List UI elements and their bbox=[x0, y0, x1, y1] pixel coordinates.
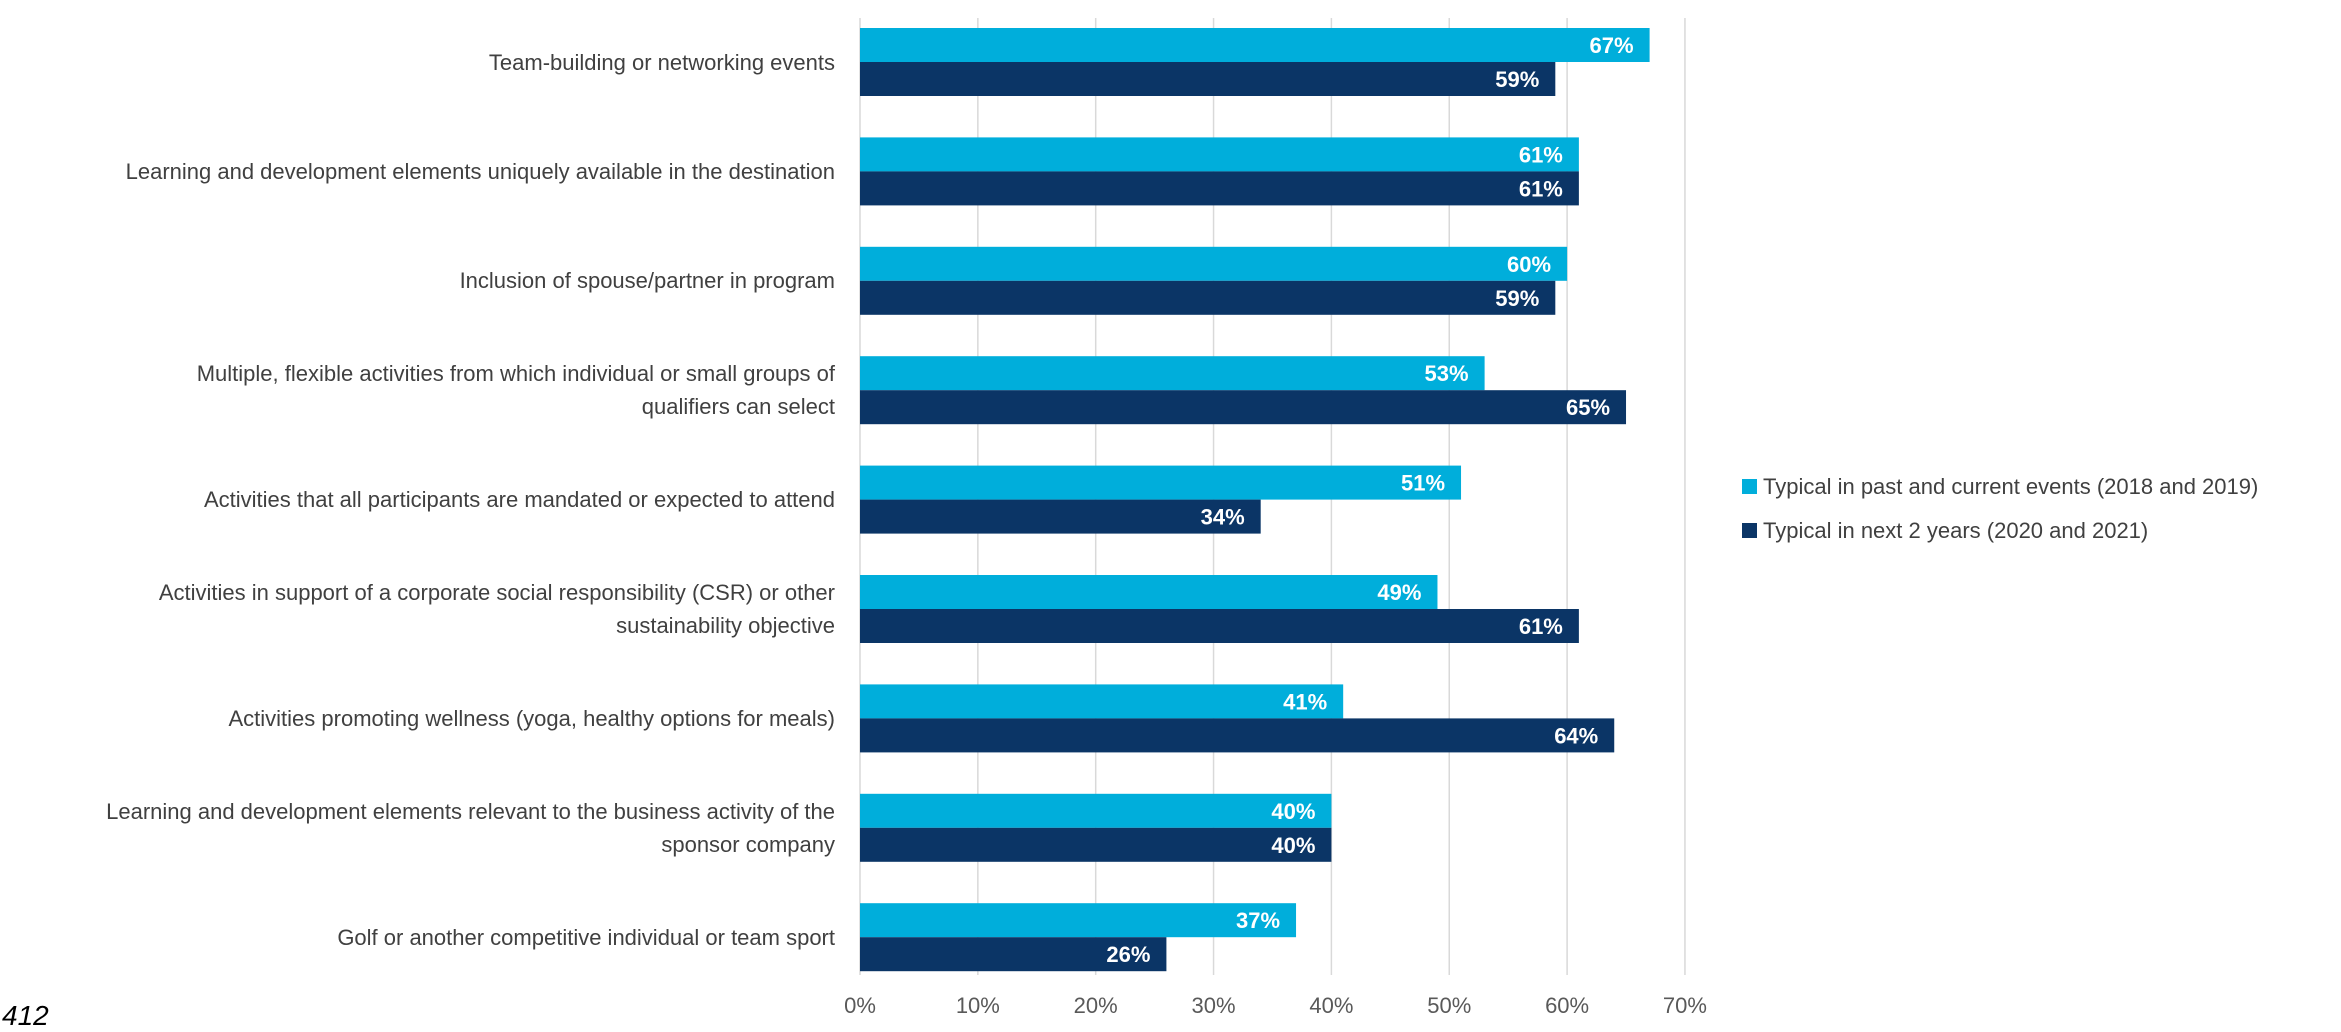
bar-value-label: 40% bbox=[1271, 833, 1315, 858]
category-label: Activities that all participants are man… bbox=[0, 483, 835, 516]
legend-item-next: Typical in next 2 years (2020 and 2021) bbox=[1742, 514, 2258, 547]
bar-past bbox=[860, 903, 1297, 938]
bars bbox=[860, 28, 1650, 972]
bar-next bbox=[860, 718, 1615, 753]
bar-value-label: 60% bbox=[1507, 252, 1551, 277]
bar-value-label: 41% bbox=[1283, 689, 1327, 714]
category-label-line: Golf or another competitive individual o… bbox=[337, 924, 835, 950]
category-label-line: Multiple, flexible activities from which… bbox=[196, 361, 835, 387]
x-tick-label: 10% bbox=[956, 993, 1000, 1018]
bar-value-label: 65% bbox=[1566, 395, 1610, 420]
x-axis-ticks: 0% 10% 20% 30% 40% 50% 60% 70% bbox=[844, 993, 1707, 1018]
bar-value-label: 61% bbox=[1519, 614, 1563, 639]
legend-label-past: Typical in past and current events (2018… bbox=[1763, 473, 2259, 499]
bar-past bbox=[860, 465, 1462, 500]
x-tick-label: 40% bbox=[1309, 993, 1353, 1018]
category-label-line: Learning and development elements releva… bbox=[106, 798, 835, 824]
bar-past bbox=[860, 356, 1485, 391]
bar-value-label: 34% bbox=[1201, 505, 1245, 530]
bar-past bbox=[860, 137, 1579, 172]
category-label: Team-building or networking events bbox=[0, 46, 835, 79]
bar-next bbox=[860, 609, 1579, 643]
legend-label-next: Typical in next 2 years (2020 and 2021) bbox=[1763, 517, 2149, 543]
legend: Typical in past and current events (2018… bbox=[1742, 470, 2258, 558]
category-label: Multiple, flexible activities from which… bbox=[0, 357, 835, 423]
category-label: Inclusion of spouse/partner in program bbox=[0, 264, 835, 297]
bar-value-label: 61% bbox=[1519, 176, 1563, 201]
bar-past bbox=[860, 793, 1332, 828]
category-label-line: Activities in support of a corporate soc… bbox=[158, 580, 835, 605]
category-label: Golf or another competitive individual o… bbox=[0, 921, 835, 954]
bar-value-label: 49% bbox=[1377, 580, 1421, 605]
category-label-line: sponsor company bbox=[661, 831, 835, 857]
category-label-line: Learning and development elements unique… bbox=[125, 158, 835, 184]
category-label-line: Activities that all participants are man… bbox=[203, 487, 835, 513]
x-tick-label: 60% bbox=[1545, 993, 1589, 1018]
page-number: 412 bbox=[2, 1000, 49, 1031]
bar-past bbox=[860, 246, 1568, 281]
category-label-line: qualifiers can select bbox=[641, 394, 835, 420]
category-label-line: Activities promoting wellness (yoga, hea… bbox=[228, 705, 836, 731]
bar-value-label: 67% bbox=[1590, 33, 1634, 58]
bar-value-label: 53% bbox=[1425, 361, 1469, 386]
bar-value-label: 59% bbox=[1495, 286, 1539, 311]
bar-next bbox=[860, 280, 1556, 315]
bar-next bbox=[860, 62, 1556, 96]
bar-value-label: 64% bbox=[1554, 723, 1598, 748]
bar-past bbox=[860, 684, 1344, 719]
bar-next bbox=[860, 937, 1167, 972]
category-label: Activities promoting wellness (yoga, hea… bbox=[0, 702, 836, 735]
category-label-line: Inclusion of spouse/partner in program bbox=[459, 268, 835, 294]
bar-past bbox=[860, 28, 1650, 62]
legend-swatch-past bbox=[1742, 479, 1757, 494]
category-label: Learning and development elements unique… bbox=[0, 155, 835, 188]
legend-swatch-next bbox=[1742, 523, 1757, 538]
legend-item-past: Typical in past and current events (2018… bbox=[1742, 470, 2258, 503]
bar-value-label: 40% bbox=[1271, 799, 1315, 824]
bar-next bbox=[860, 390, 1627, 425]
bar-value-label: 26% bbox=[1106, 942, 1150, 967]
data-labels: 67% 59% 61% 61% 60% 59% 53% 65% 51% 34% 49% 61% 41% 6… bbox=[1106, 33, 1633, 967]
bar-value-label: 51% bbox=[1401, 471, 1445, 496]
bar-value-label: 61% bbox=[1519, 142, 1563, 167]
bar-next bbox=[860, 827, 1332, 862]
bar-past bbox=[860, 575, 1438, 609]
x-tick-label: 70% bbox=[1663, 993, 1707, 1018]
bar-value-label: 37% bbox=[1236, 908, 1280, 933]
bar-next bbox=[860, 171, 1579, 206]
bar-next bbox=[860, 499, 1261, 534]
x-tick-label: 20% bbox=[1074, 993, 1118, 1018]
x-tick-label: 0% bbox=[844, 993, 876, 1018]
bar-value-label: 59% bbox=[1495, 67, 1539, 92]
category-label-line: Team-building or networking events bbox=[488, 49, 835, 75]
category-label: Activities in support of a corporate soc… bbox=[0, 576, 835, 642]
category-label-line: sustainability objective bbox=[616, 613, 835, 638]
x-tick-label: 30% bbox=[1192, 993, 1236, 1018]
x-tick-label: 50% bbox=[1427, 993, 1471, 1018]
category-label: Learning and development elements releva… bbox=[0, 795, 835, 861]
